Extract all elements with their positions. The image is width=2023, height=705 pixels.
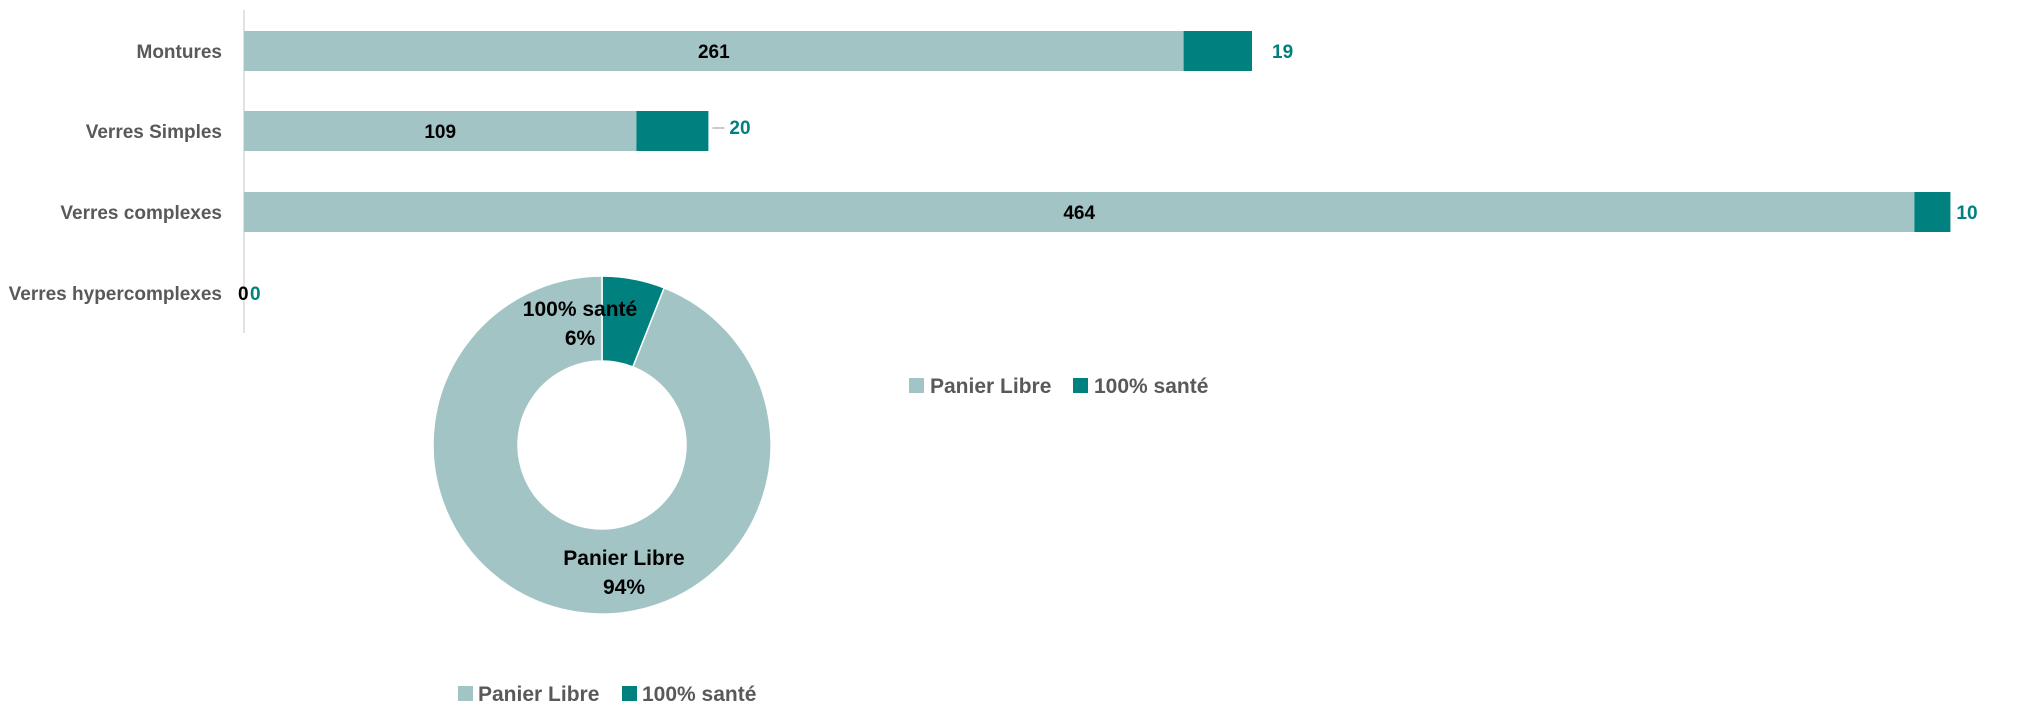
data-label-panier-libre-verres-hypercomplexes: 0 xyxy=(238,284,249,305)
data-label-panier-libre-verres-simples: 109 xyxy=(424,122,456,143)
legend-label-panier-libre: Panier Libre xyxy=(478,683,599,705)
data-label-100-sante-verres-simples: 20 xyxy=(729,118,750,139)
stacked-bar-chart: Montures 261 19 Verres Simples 109 20 Verres c… xyxy=(9,10,1978,333)
legend-swatch-100-sante xyxy=(622,686,637,701)
bar-100-sante-montures xyxy=(1183,31,1252,71)
legend-swatch-100-sante xyxy=(1073,378,1088,393)
data-label-100-sante-verres-complexes: 10 xyxy=(1956,203,1977,224)
bar-panier-libre-montures xyxy=(244,31,1184,71)
category-label-montures: Montures xyxy=(137,42,223,63)
donut-label-name-panier-libre: Panier Libre xyxy=(563,547,684,570)
bar-100-sante-verres-complexes xyxy=(1914,192,1951,232)
bar-chart-legend: Panier Libre 100% santé xyxy=(909,375,1208,398)
legend-label-panier-libre: Panier Libre xyxy=(930,375,1051,398)
bar-100-sante-verres-simples xyxy=(636,111,709,151)
donut-label-name-100-sante: 100% santé xyxy=(523,298,637,321)
data-label-100-sante-verres-hypercomplexes: 0 xyxy=(250,284,261,305)
legend-swatch-panier-libre xyxy=(909,378,924,393)
donut-label-percent-100-sante: 6% xyxy=(565,327,596,350)
category-label-verres-simples: Verres Simples xyxy=(86,122,222,143)
donut-chart-legend: Panier Libre 100% santé xyxy=(458,683,756,705)
donut-label-percent-panier-libre: 94% xyxy=(603,576,645,599)
category-label-verres-hypercomplexes: Verres hypercomplexes xyxy=(9,284,222,305)
data-label-100-sante-montures: 19 xyxy=(1272,42,1293,63)
donut-slice-panier-libre xyxy=(432,275,772,615)
legend-label-100-sante: 100% santé xyxy=(642,683,756,705)
data-label-panier-libre-verres-complexes: 464 xyxy=(1063,203,1095,224)
data-label-panier-libre-montures: 261 xyxy=(698,42,730,63)
legend-label-100-sante: 100% santé xyxy=(1094,375,1208,398)
legend-swatch-panier-libre xyxy=(458,686,473,701)
bar-panier-libre-verres-simples xyxy=(244,111,637,151)
donut-chart: 100% santé 6% Panier Libre 94% xyxy=(432,275,772,615)
bar-panier-libre-verres-complexes xyxy=(244,192,1915,232)
category-label-verres-complexes: Verres complexes xyxy=(60,203,222,224)
